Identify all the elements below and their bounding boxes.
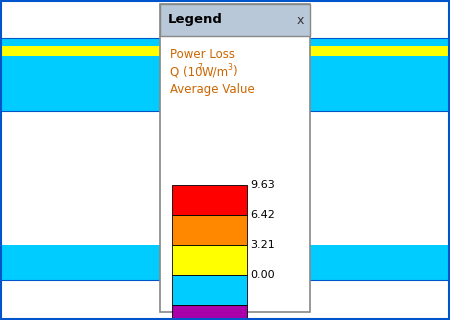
Bar	[172, 185, 247, 215]
Text: 6.42: 6.42	[250, 210, 275, 220]
Bar	[0, 38, 450, 46]
Text: 3.21: 3.21	[250, 240, 275, 250]
Text: 7: 7	[197, 62, 202, 71]
Text: ): )	[232, 66, 237, 78]
Text: Average Value: Average Value	[170, 84, 255, 97]
Text: 0.00: 0.00	[250, 270, 274, 280]
Text: Legend: Legend	[168, 13, 223, 27]
Text: x: x	[296, 13, 304, 27]
Bar	[160, 4, 310, 36]
Bar	[0, 56, 450, 111]
Bar	[160, 4, 310, 312]
Bar	[172, 245, 247, 275]
Bar	[172, 305, 247, 320]
Text: W/m: W/m	[202, 66, 229, 78]
Text: 3: 3	[227, 62, 232, 71]
Text: 9.63: 9.63	[250, 180, 275, 190]
Bar	[172, 215, 247, 245]
Bar	[0, 245, 450, 280]
Text: Power Loss: Power Loss	[170, 47, 235, 60]
Text: Q (10: Q (10	[170, 66, 202, 78]
Bar	[172, 275, 247, 305]
Bar	[0, 46, 450, 56]
